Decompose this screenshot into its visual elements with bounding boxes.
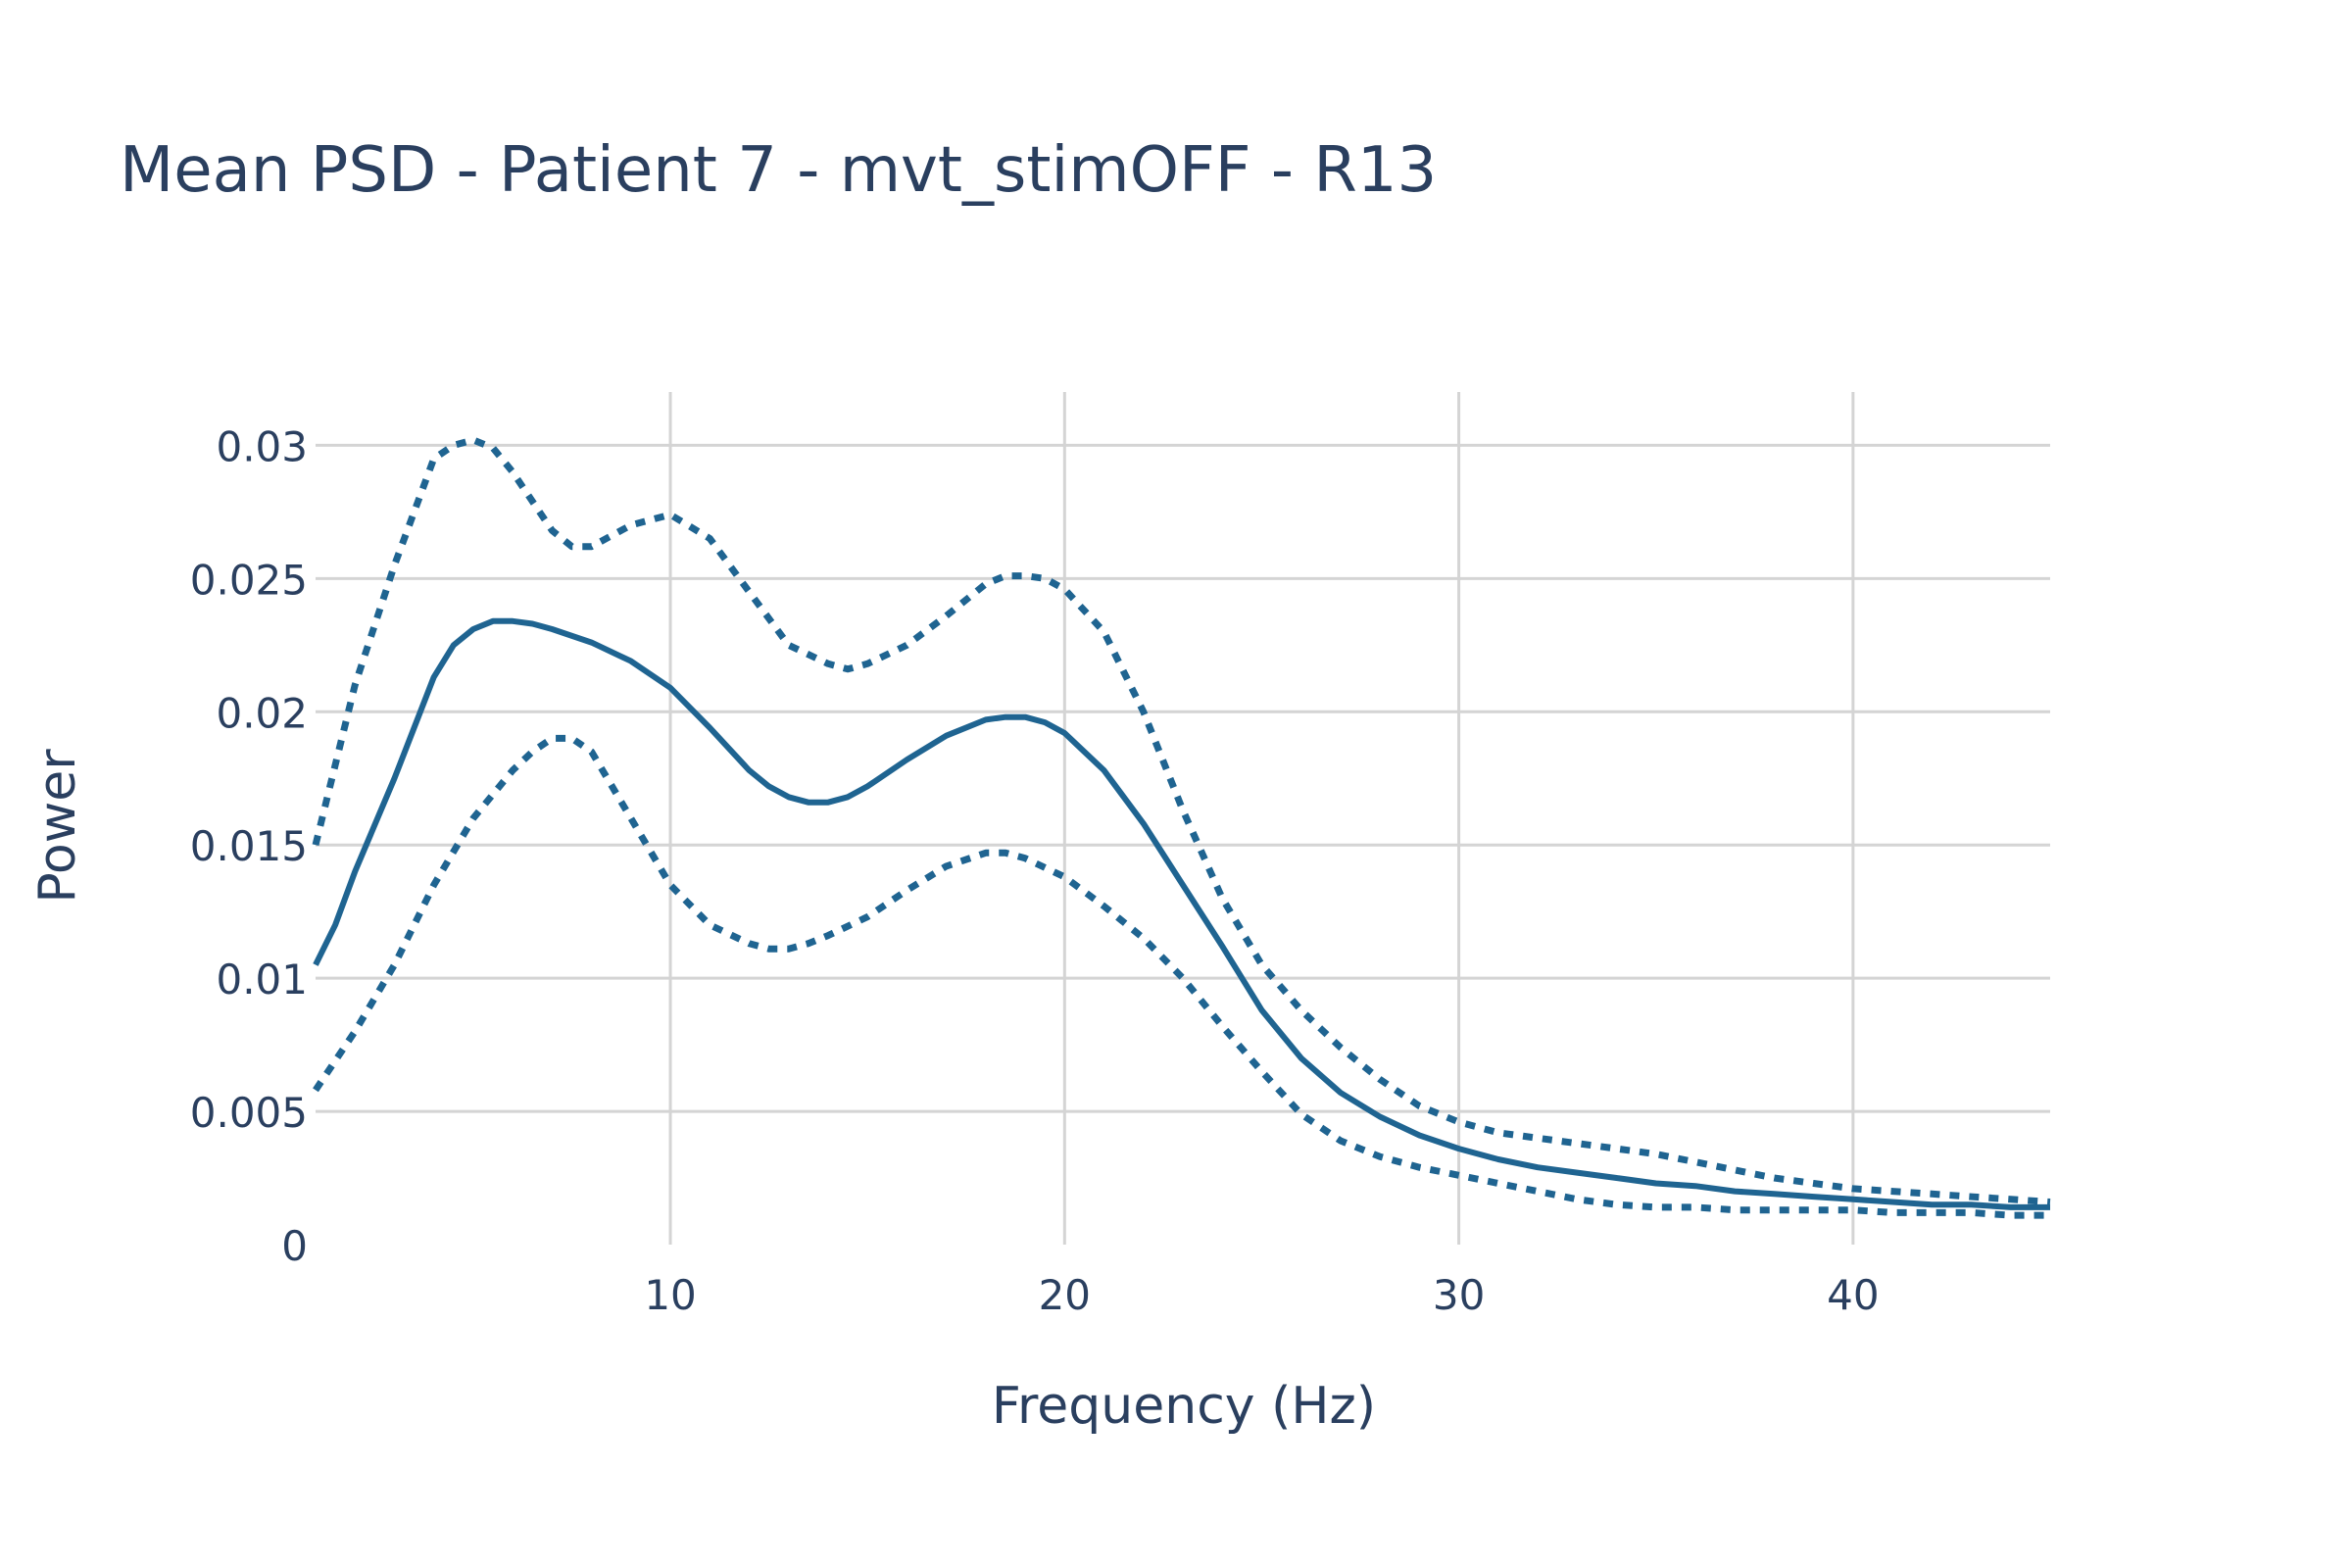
y-tick-label: 0.03: [216, 422, 308, 470]
chart-title: Mean PSD - Patient 7 - mvt_stimOFF - R13: [120, 134, 1437, 207]
y-tick-label: 0: [281, 1222, 308, 1270]
y-tick-label: 0.005: [190, 1089, 308, 1137]
x-tick-label: 10: [644, 1271, 696, 1319]
y-tick-label: 0.025: [190, 556, 308, 604]
x-tick-label: 40: [1827, 1271, 1879, 1319]
series-lines: [312, 436, 2051, 1219]
y-tick-label: 0.015: [190, 822, 308, 870]
y-tick-label: 0.02: [216, 689, 308, 737]
y-tick-label: 0.01: [216, 956, 308, 1004]
upper-bound-line: [312, 436, 2051, 1205]
x-axis-label: Frequency (Hz): [992, 1377, 1376, 1436]
lower-bound-line: [313, 734, 2050, 1219]
x-tick-label: 20: [1039, 1271, 1091, 1319]
x-tick-label: 30: [1433, 1271, 1485, 1319]
gridlines: [316, 392, 2050, 1245]
tick-labels: 0 0.005 0.01 0.015 0.02 0.025 0.03 10 20 30 40: [190, 422, 1880, 1319]
mean-psd-line: [313, 617, 2050, 1210]
y-axis-label: Power: [28, 749, 87, 904]
